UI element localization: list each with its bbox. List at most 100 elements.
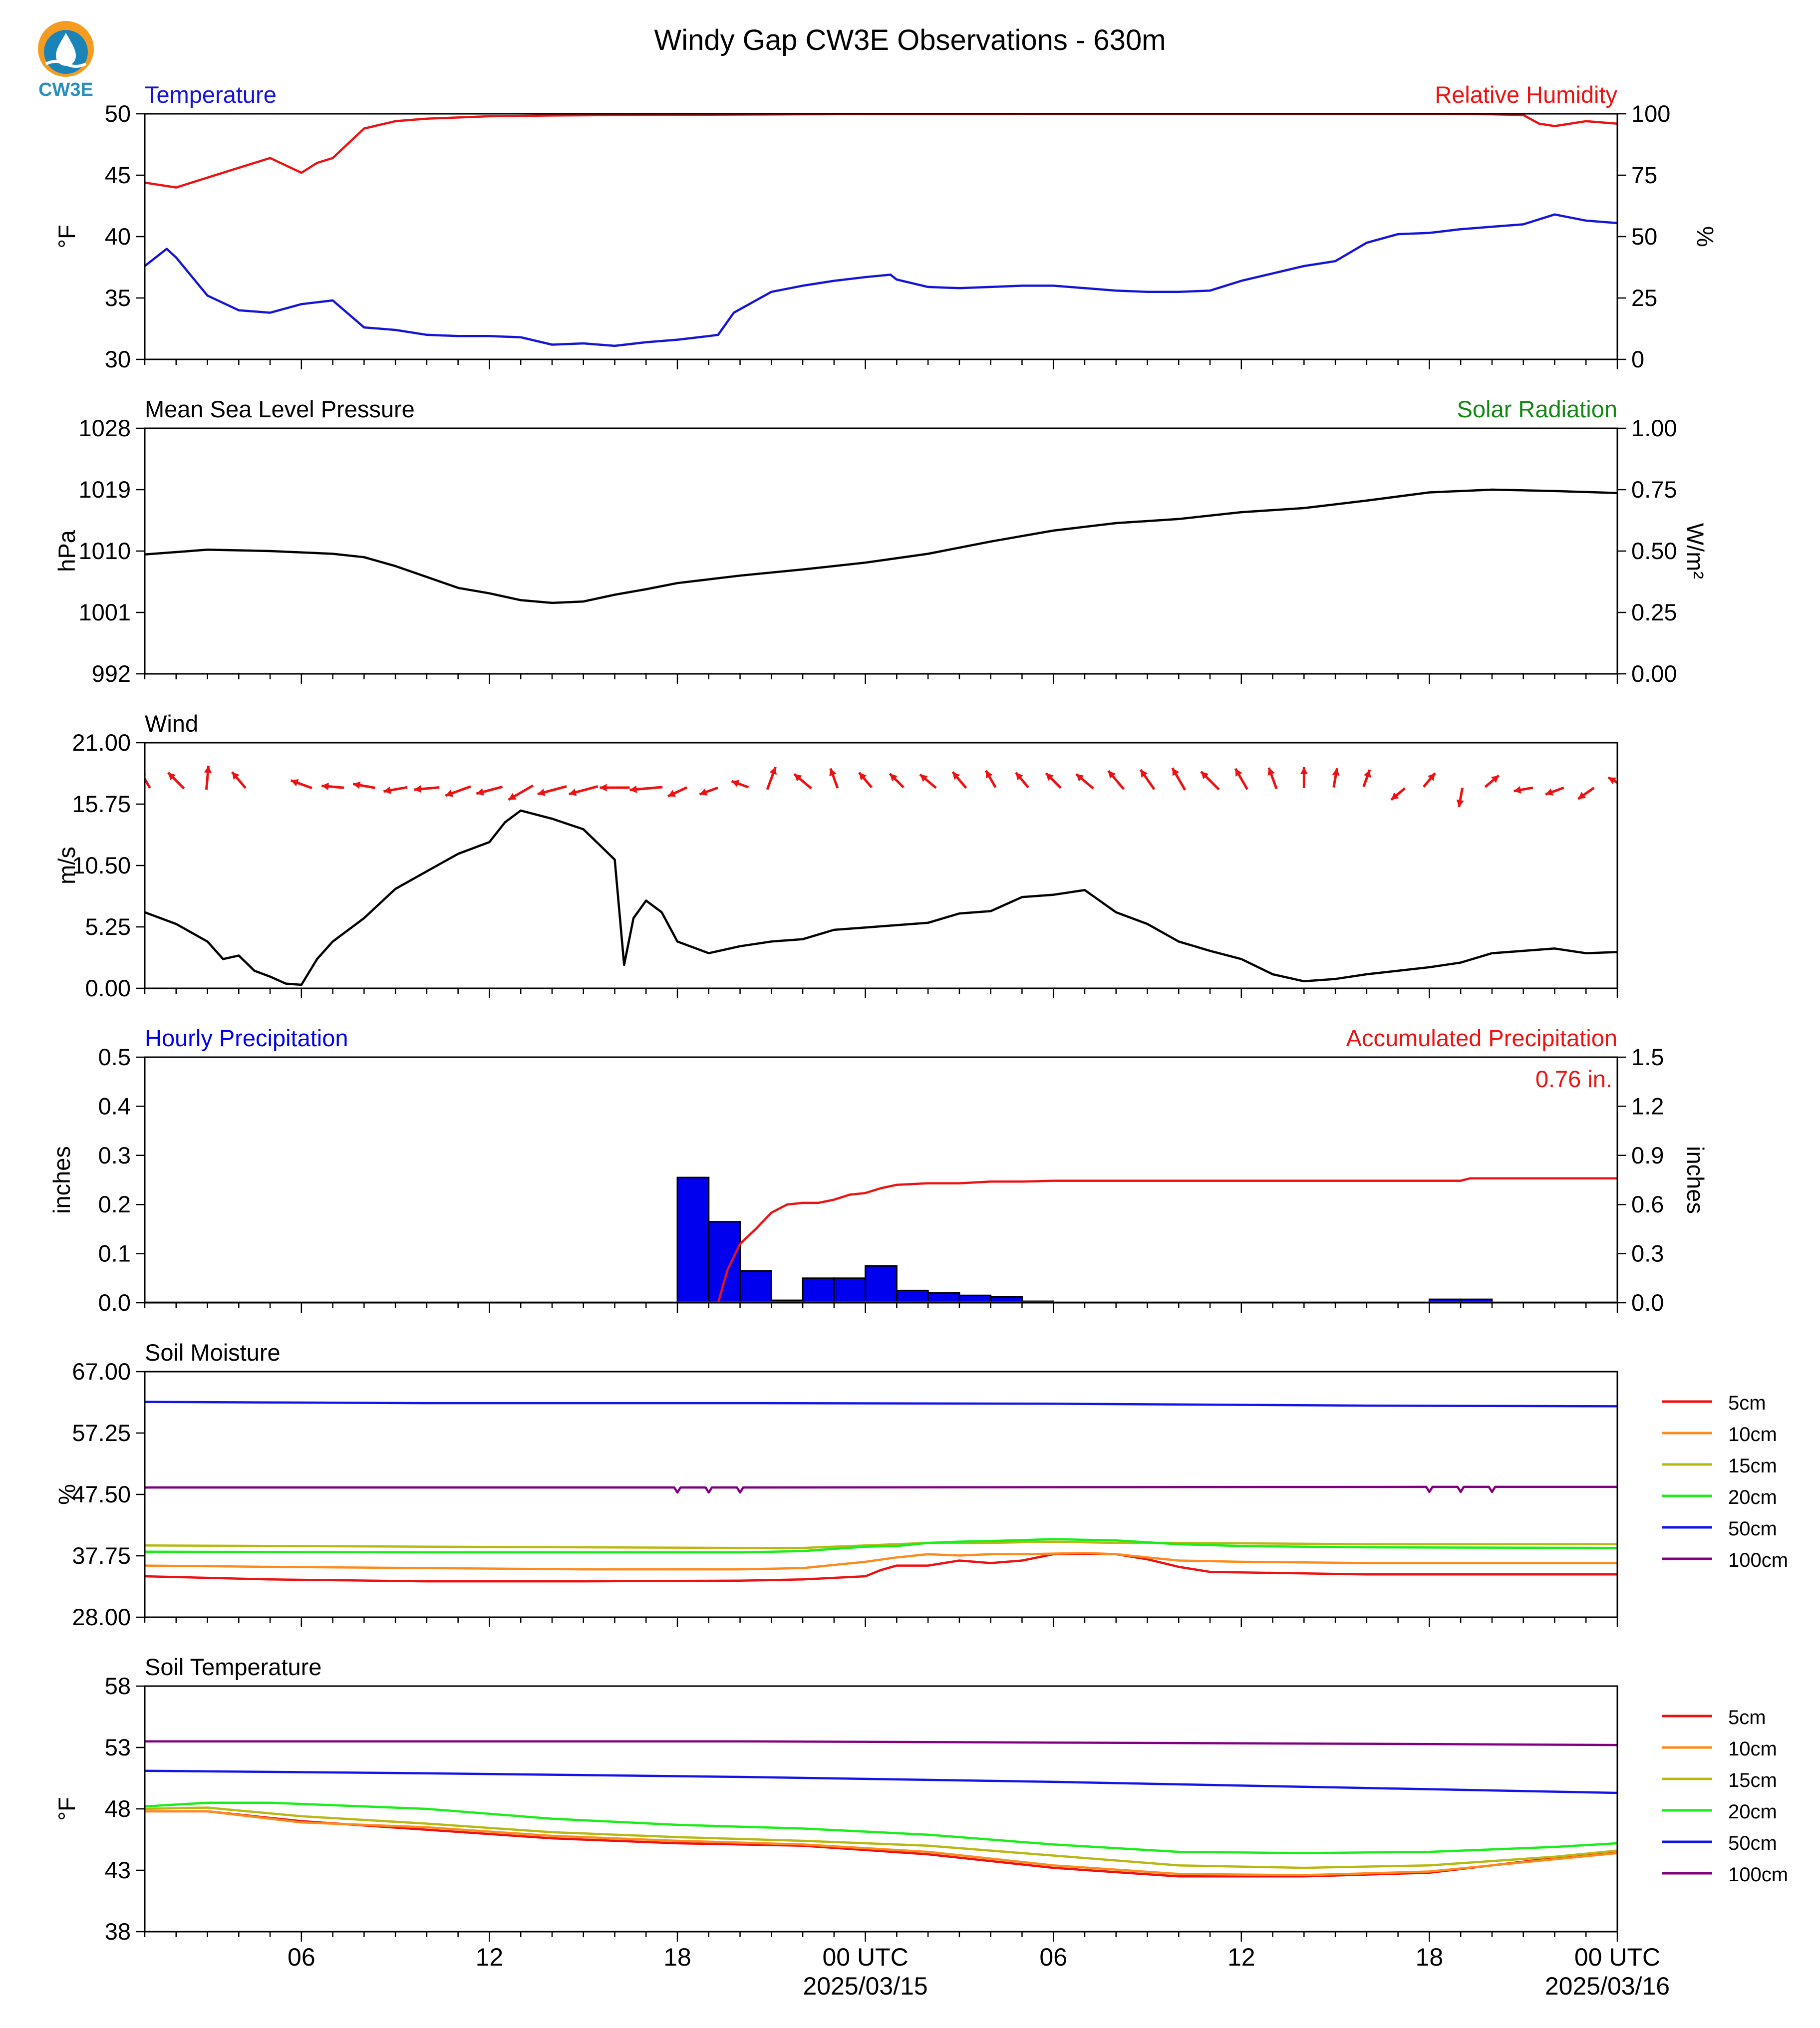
series-line-5cm (145, 1552, 1617, 1583)
wind-arrow (1577, 787, 1595, 800)
page-title: Windy Gap CW3E Observations - 630m (654, 24, 1166, 56)
wind-arrow-head (829, 768, 837, 777)
y-tick-label-right: 25 (1631, 285, 1657, 311)
y-tick-label-left: 58 (105, 1673, 131, 1699)
wind-arrow (1607, 776, 1617, 785)
cw3e-logo: CW3E (38, 21, 94, 100)
panel-title-left: Wind (145, 710, 198, 737)
y-tick-label-left: 47.50 (72, 1481, 131, 1507)
y-tick-label-left: 10.50 (72, 852, 131, 878)
precip-bar (896, 1289, 929, 1303)
panel-frame (144, 427, 1618, 675)
wind-arrow (508, 784, 534, 801)
wind-arrow (1390, 787, 1406, 801)
wind-arrow-head (1391, 792, 1399, 800)
y-tick-label-left: 53 (105, 1734, 131, 1760)
wind-arrow (383, 786, 408, 794)
y-tick-label-right: 0.50 (1631, 538, 1677, 564)
y-axis-label-left: m/s (53, 847, 80, 884)
wind-arrow (231, 771, 247, 789)
legend-label: 20cm (1728, 1486, 1777, 1508)
y-axis-label-left: °F (53, 1797, 80, 1821)
logo-wave-icon (45, 60, 87, 68)
y-tick-label-right: 0.6 (1631, 1191, 1664, 1217)
y-tick-label-right: 0.9 (1631, 1142, 1664, 1168)
wind-arrow (167, 772, 185, 790)
series-line-0 (145, 488, 1617, 604)
wind-arrow (476, 785, 503, 796)
wind-arrow-head (859, 772, 867, 781)
wind-arrow-head (204, 766, 212, 773)
wind-arrow-head (699, 788, 708, 796)
wind-arrow (793, 773, 812, 790)
y-tick-label-left: 67.00 (72, 1358, 131, 1385)
y-tick-label-right: 75 (1631, 162, 1657, 188)
legend-label: 100cm (1728, 1864, 1788, 1886)
panel-soil_temperature: Soil Temperature 38 43 48 53 58 °F 5cm 10cm 15cm 2… (53, 1654, 1788, 1945)
wind-arrow (1107, 770, 1125, 790)
legend-label: 100cm (1728, 1549, 1788, 1571)
y-tick-label-left: 35 (105, 285, 131, 311)
wind-arrow-head (1046, 773, 1054, 781)
wind-arrow-head (569, 788, 577, 796)
y-axis-label-left: inches (48, 1146, 75, 1214)
accum-precip-line (145, 1177, 1617, 1303)
plot-area (145, 1740, 1617, 1878)
y-tick-label-left: 0.5 (98, 1044, 131, 1070)
legend-label: 15cm (1728, 1769, 1777, 1791)
wind-arrow (569, 785, 599, 796)
y-tick-label-right: 1.5 (1631, 1044, 1664, 1070)
series-line-100cm (145, 1485, 1617, 1494)
panel-frame (144, 1056, 1618, 1304)
precip-bar (739, 1270, 772, 1303)
accum-total-label: 0.76 in. (1535, 1066, 1612, 1092)
legend-label: 5cm (1728, 1707, 1766, 1729)
legend: 5cm 10cm 15cm 20cm 50cm 100cm (1662, 1392, 1788, 1571)
wind-arrow-head (1608, 777, 1616, 785)
y-tick-label-left: 1019 (78, 476, 131, 503)
wind-arrow (1267, 767, 1278, 790)
wind-arrow-head (508, 793, 517, 800)
y-tick-label-right: 1.00 (1631, 415, 1677, 441)
y-tick-label-right: 0 (1631, 346, 1644, 372)
logo-drop-icon (56, 33, 76, 66)
wind-arrow (1332, 768, 1340, 788)
y-tick-label-left: 992 (92, 660, 131, 687)
time-date-label: 2025/03/16 (1545, 1972, 1670, 2000)
panel-frame (144, 1371, 1618, 1618)
wind-arrow (1045, 772, 1062, 789)
panel-title-right: Solar Radiation (1457, 396, 1617, 422)
precip-bar (833, 1277, 867, 1303)
wind-arrow-head (890, 774, 898, 782)
wind-arrow (919, 773, 937, 789)
legend-label: 10cm (1728, 1424, 1777, 1446)
plot-area (145, 765, 1617, 986)
panel-frame (144, 1685, 1618, 1933)
wind-arrow (858, 772, 873, 789)
time-tick-label: 06 (1039, 1943, 1067, 1971)
series-line-50cm (145, 1401, 1617, 1408)
logo-text: CW3E (38, 79, 93, 100)
panel-pressure: Mean Sea Level Pressure Solar Radiation 99… (53, 396, 1709, 687)
wind-arrow-shaft (145, 776, 151, 789)
series-line-0 (145, 213, 1617, 347)
plot-area (145, 1176, 1617, 1303)
panel-frame (144, 742, 1618, 989)
y-tick-label-left: 0.4 (98, 1093, 131, 1119)
wind-arrow-head (1172, 768, 1180, 776)
wind-arrow (600, 784, 630, 792)
wind-arrow-head (731, 780, 740, 788)
y-tick-label-left: 57.25 (72, 1420, 131, 1446)
panel-title-right: Accumulated Precipitation (1346, 1025, 1617, 1051)
wind-arrow (1200, 771, 1220, 791)
y-tick-label-right: 100 (1631, 100, 1670, 127)
y-axis-label-right: inches (1682, 1146, 1709, 1214)
wind-arrow-head (1015, 772, 1023, 781)
panel-temp: Temperature Relative Humidity 30 35 40 45 50 0 2… (53, 81, 1719, 372)
y-tick-label-left: 28.00 (72, 1604, 131, 1630)
wind-arrow-head (353, 781, 361, 789)
series-line-100cm (145, 1740, 1617, 1746)
legend-label: 50cm (1728, 1518, 1777, 1540)
